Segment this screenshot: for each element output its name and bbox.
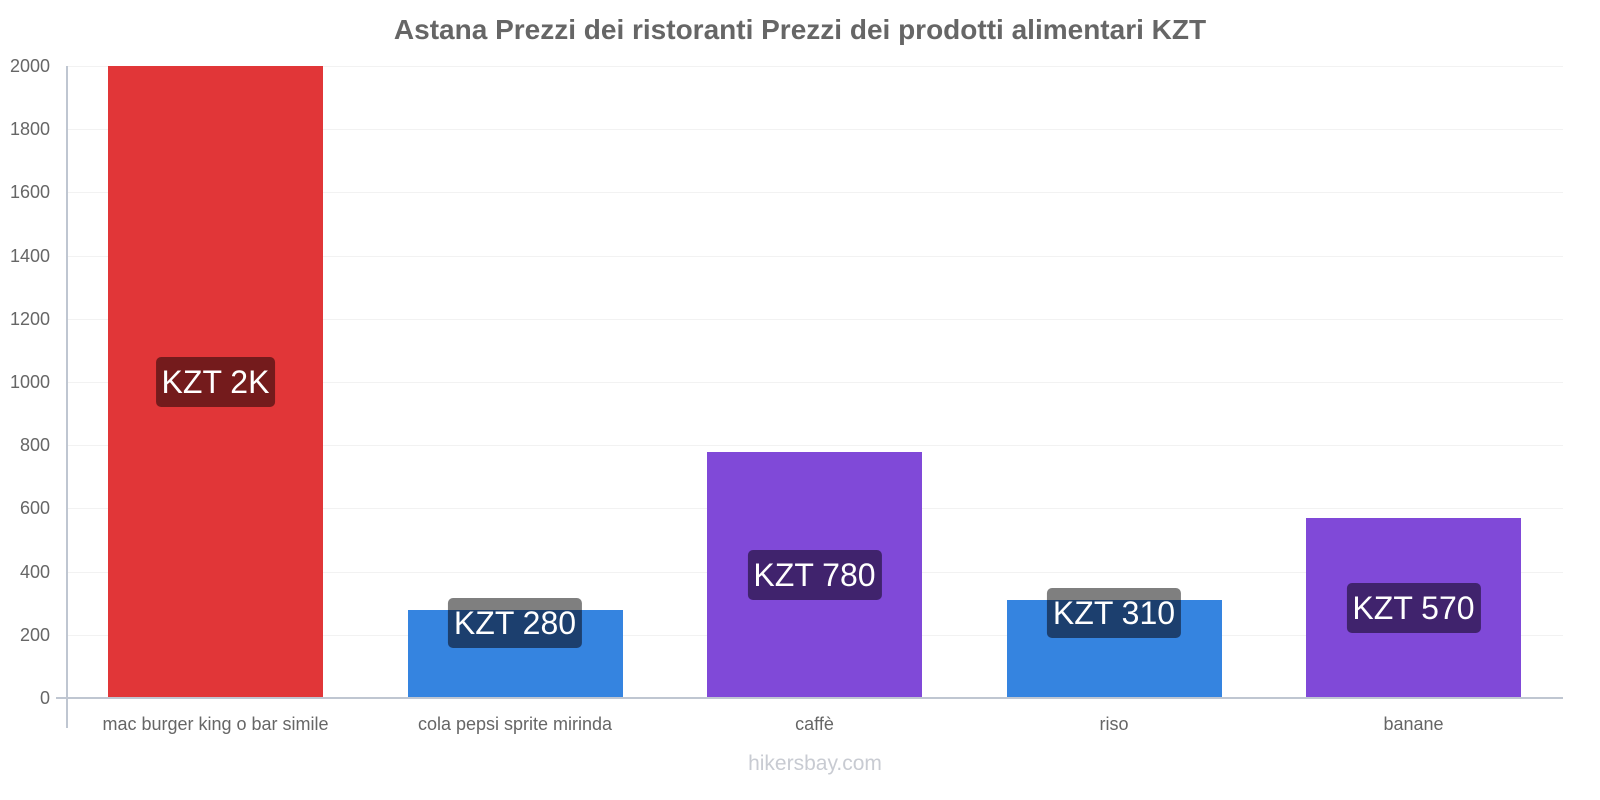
gridline: [66, 129, 1563, 130]
x-tick-label: caffè: [795, 714, 834, 734]
y-tick-label: 1000: [9, 372, 50, 392]
gridline: [66, 319, 1563, 320]
y-tick-label: 1200: [9, 309, 50, 329]
y-tick-label: 2000: [9, 56, 50, 76]
y-tick-label: 0: [39, 688, 50, 708]
data-label: KZT 280: [447, 597, 583, 648]
gridline: [66, 192, 1563, 193]
y-axis-line: [66, 66, 68, 728]
x-tick-label: banane: [1383, 714, 1444, 734]
x-tick-label: mac burger king o bar simile: [102, 714, 329, 734]
data-label: KZT 2K: [155, 357, 276, 407]
y-tick-label: 400: [19, 562, 50, 582]
data-label: KZT 570: [1346, 582, 1481, 633]
y-tick-label: 600: [19, 498, 50, 518]
gridline: [66, 66, 1563, 67]
y-tick-label: 1400: [9, 246, 50, 266]
gridline: [66, 445, 1563, 446]
chart-title: Astana Prezzi dei ristoranti Prezzi dei …: [393, 14, 1207, 45]
x-axis-line: [56, 697, 1563, 699]
y-tick-label: 1800: [9, 119, 50, 139]
gridline: [66, 382, 1563, 383]
x-tick-label: riso: [1099, 714, 1129, 734]
y-tick-label: 800: [19, 435, 50, 455]
y-tick-label: 1600: [9, 182, 50, 202]
watermark: hikersbay.com: [748, 752, 882, 775]
data-label: KZT 780: [747, 549, 882, 600]
data-label: KZT 310: [1046, 588, 1182, 639]
x-tick-label: cola pepsi sprite mirinda: [417, 714, 613, 734]
y-tick-label: 200: [19, 625, 50, 645]
gridline: [66, 256, 1563, 257]
